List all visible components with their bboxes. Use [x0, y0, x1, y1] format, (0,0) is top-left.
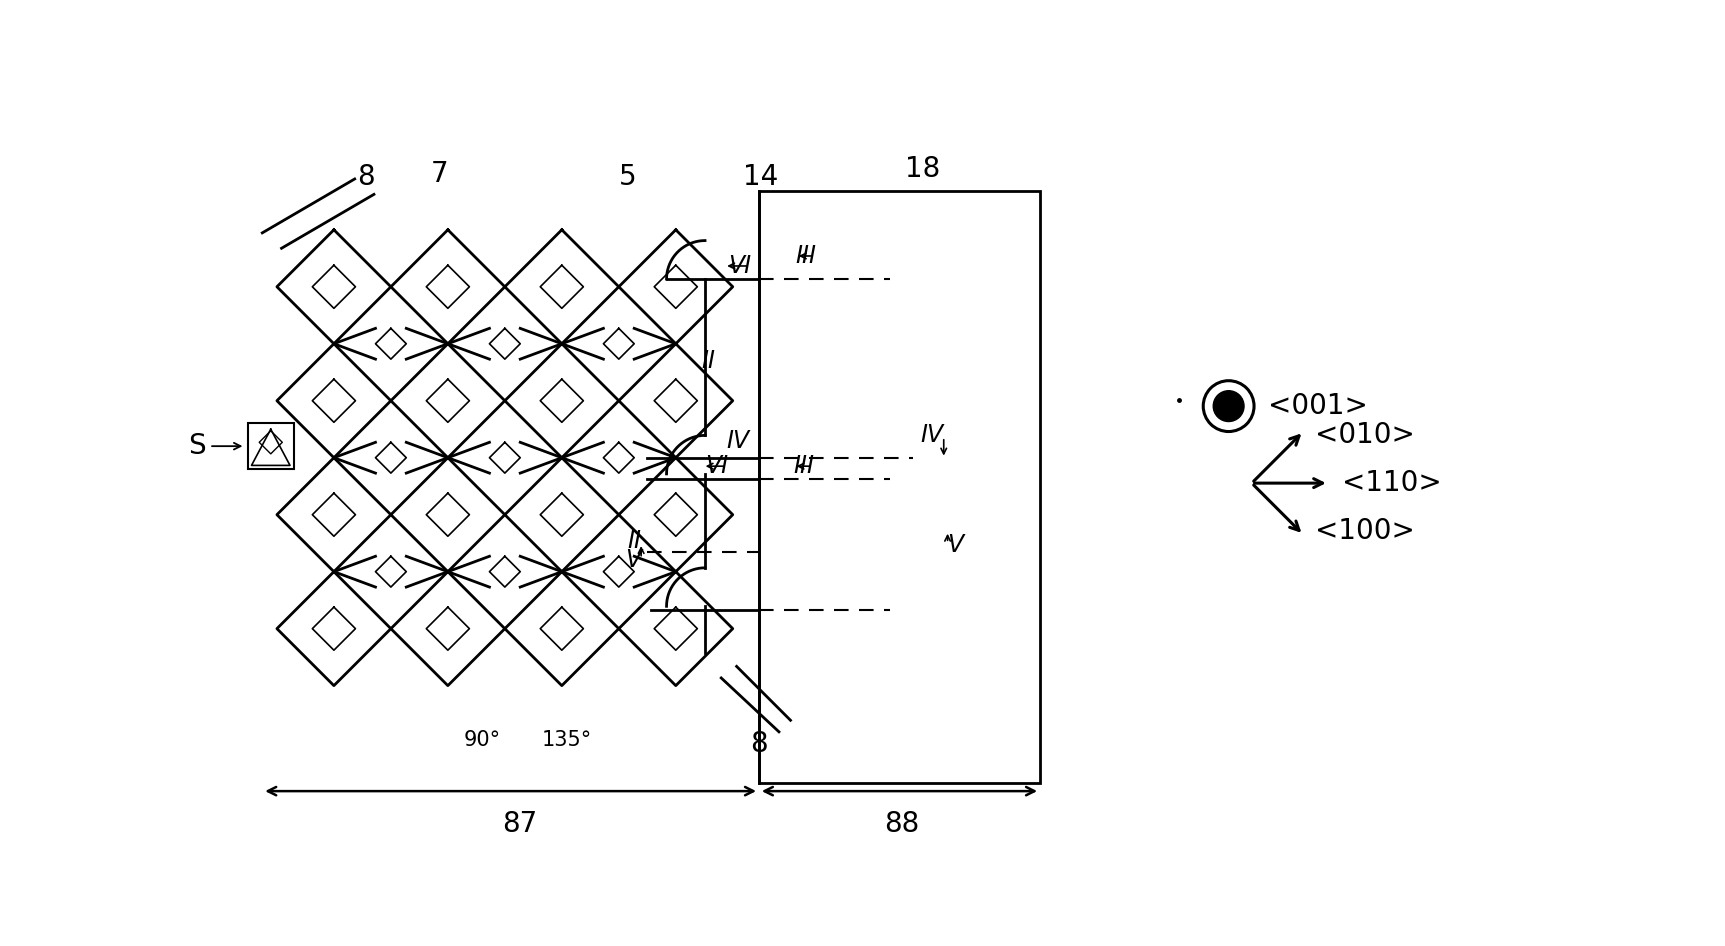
Text: 5: 5 — [619, 163, 637, 191]
Text: 18: 18 — [904, 155, 940, 183]
Text: 87: 87 — [502, 811, 538, 838]
Text: V: V — [624, 548, 642, 572]
Text: IV: IV — [921, 424, 944, 447]
Text: <100>: <100> — [1314, 517, 1414, 545]
Text: 8: 8 — [750, 729, 768, 758]
Text: VI: VI — [728, 254, 752, 278]
Bar — [759, 190, 1040, 783]
Text: 88: 88 — [883, 811, 919, 838]
Text: <010>: <010> — [1314, 421, 1414, 449]
Text: 90°: 90° — [464, 729, 500, 749]
Text: VI: VI — [706, 454, 728, 478]
Text: III: III — [794, 454, 814, 478]
Text: IV: IV — [726, 429, 750, 453]
Text: II: II — [628, 529, 642, 552]
Text: II: II — [700, 349, 716, 374]
Text: 8: 8 — [357, 163, 374, 191]
Text: 14: 14 — [743, 163, 778, 191]
Text: <110>: <110> — [1342, 469, 1442, 497]
Text: S: S — [188, 432, 205, 460]
Text: <001>: <001> — [1268, 393, 1368, 420]
Text: 135°: 135° — [542, 729, 592, 749]
Text: V: V — [947, 533, 964, 556]
Circle shape — [1213, 391, 1244, 422]
Bar — [248, 423, 293, 469]
Text: III: III — [795, 244, 816, 268]
Text: 7: 7 — [431, 160, 448, 187]
